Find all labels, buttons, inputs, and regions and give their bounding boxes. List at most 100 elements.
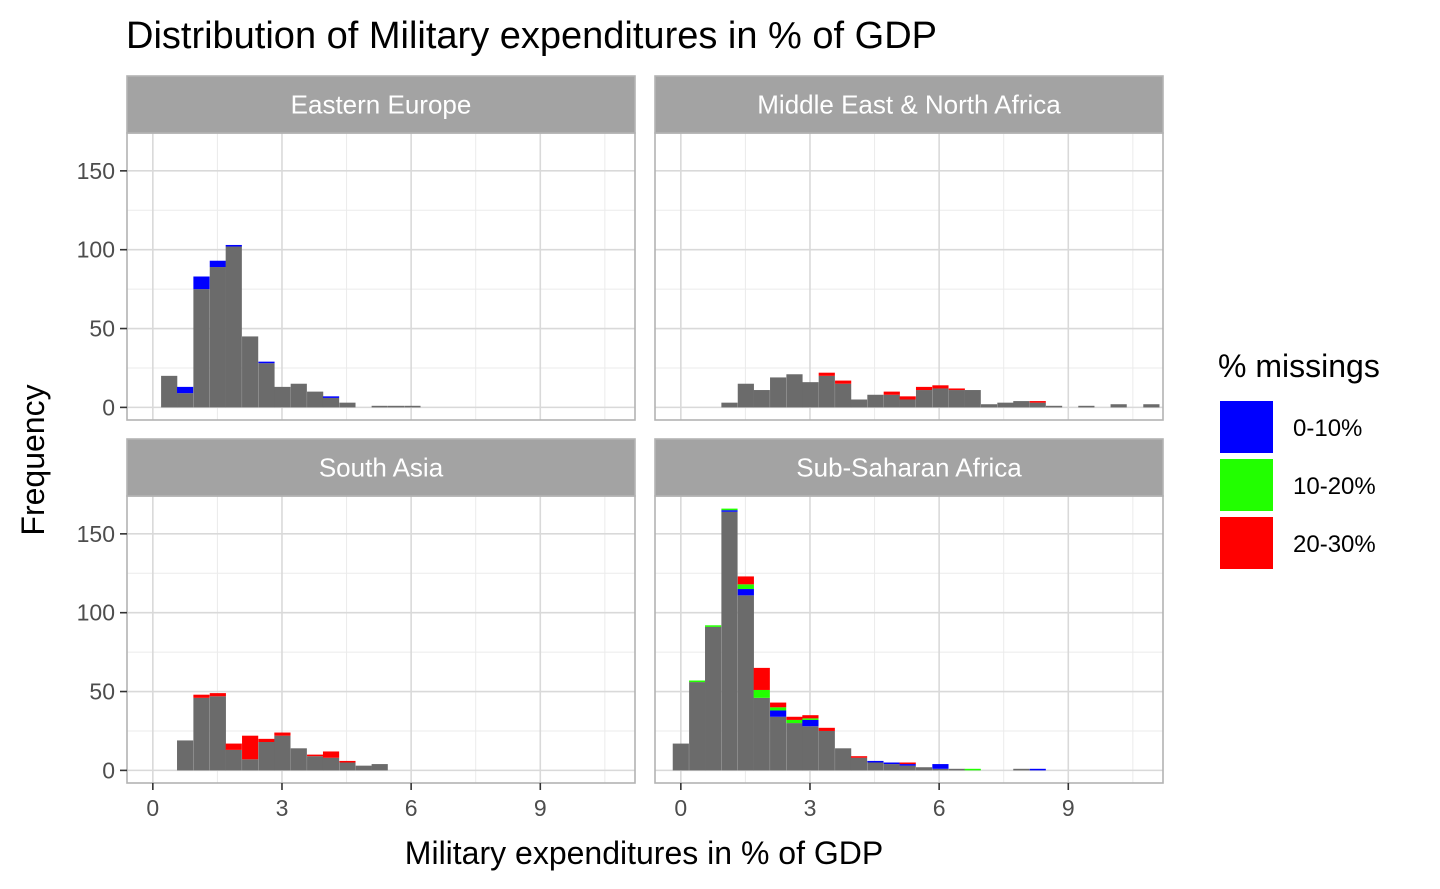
bar-segment-base (274, 386, 291, 408)
bar-segment-20-30 (753, 667, 770, 690)
bar-segment-0-10 (322, 396, 340, 398)
y-tick-label: 0 (102, 757, 115, 783)
bar-segment-20-30 (932, 385, 949, 389)
bar-segment-base (404, 405, 421, 408)
x-tick-label: 9 (1062, 795, 1075, 821)
bar-segment-0-10 (225, 244, 242, 247)
bar-segment-base (1078, 405, 1095, 408)
bar-segment-base (867, 762, 884, 771)
bar-segment-20-30 (242, 735, 259, 760)
bar-segment-10-20 (786, 719, 803, 724)
bar-segment-20-30 (307, 754, 324, 757)
bar-segment-base (786, 723, 803, 771)
bar-segment-base (835, 383, 852, 408)
bar-segment-20-30 (1029, 401, 1046, 403)
bar-segment-base (322, 397, 340, 408)
bar-segment-base (850, 399, 868, 408)
bar-segment-0-10 (867, 760, 884, 763)
panel-background (655, 133, 1163, 420)
bar-segment-base (225, 246, 242, 408)
bar-segment-0-10 (209, 260, 226, 268)
bar-segment-base (899, 399, 916, 408)
x-tick-label: 3 (804, 795, 817, 821)
bar-segment-base (339, 762, 356, 771)
legend: % missings 0-10% 10-20% 20-30% (1218, 348, 1380, 570)
bar-segment-base (818, 730, 835, 771)
bar-segment-20-30 (786, 716, 803, 720)
bar-segment-20-30 (835, 380, 852, 384)
panel-sub-saharan-africa: Sub-Saharan Africa 0 3 6 9 (654, 438, 1164, 821)
bar-segment-20-30 (339, 760, 356, 763)
bar-segment-base (242, 336, 259, 408)
x-axis-title: Military expenditures in % of GDP (405, 835, 883, 871)
facet-strip-label: Middle East & North Africa (757, 90, 1061, 120)
bar-segment-20-30 (209, 693, 226, 697)
y-tick-label: 150 (77, 521, 115, 547)
bar-segment-base (1045, 405, 1063, 408)
bar-segment-0-10 (721, 510, 738, 512)
facet-panels: Eastern Europe 0 50 100 150 Middle East & Nor… (77, 75, 1164, 821)
x-tick-label: 6 (933, 795, 946, 821)
bar-segment-base (850, 757, 868, 771)
bar-segment-base (770, 716, 787, 771)
bar-segment-0-10 (932, 764, 949, 769)
bar-segment-base (818, 375, 835, 408)
bar-segment-base (209, 267, 226, 408)
bar-segment-10-20 (721, 508, 738, 511)
bar-segment-20-30 (193, 694, 210, 698)
bar-segment-base (307, 756, 324, 771)
bar-segment-base (721, 402, 738, 408)
bar-segment-base (322, 757, 340, 771)
bar-segment-0-10 (883, 762, 900, 765)
y-tick-label: 50 (89, 679, 115, 705)
bar-segment-base (225, 749, 242, 771)
bar-segment-20-30 (802, 715, 819, 719)
x-tick-label: 0 (674, 795, 687, 821)
bar-segment-base (899, 765, 916, 771)
bar-segment-base (371, 764, 388, 771)
bar-segment-base (964, 390, 981, 408)
bar-segment-20-30 (899, 396, 916, 400)
bar-segment-base (770, 377, 787, 408)
legend-swatch-10-20 (1220, 459, 1273, 511)
legend-swatch-0-10 (1220, 401, 1273, 453)
bar-segment-base (883, 764, 900, 771)
bar-segment-base (997, 402, 1014, 408)
bar-segment-base (835, 748, 852, 771)
bar-segment-0-10 (177, 386, 194, 394)
bar-segment-base (274, 735, 291, 771)
bar-segment-base (802, 382, 819, 408)
bar-segment-10-20 (689, 680, 706, 683)
facet-strip (654, 75, 1164, 134)
facet-strip (126, 75, 636, 134)
bar-segment-base (193, 289, 210, 408)
bar-segment-10-20 (737, 584, 754, 590)
bar-segment-base (932, 388, 949, 408)
facet-strip (654, 438, 1164, 497)
bar-segment-0-10 (193, 276, 210, 290)
facet-strip-label: South Asia (319, 453, 444, 483)
bar-segment-base (177, 740, 194, 771)
bar-segment-base (290, 748, 307, 771)
bar-segment-0-10 (258, 361, 275, 364)
bar-segment-base (258, 363, 275, 408)
bar-segment-20-30 (322, 751, 340, 758)
bar-segment-20-30 (818, 372, 835, 376)
bar-segment-0-10 (899, 764, 916, 766)
x-tick-label: 9 (534, 795, 547, 821)
bar-segment-10-20 (964, 768, 981, 771)
legend-label-20-30: 20-30% (1293, 531, 1376, 558)
bar-segment-10-20 (802, 718, 819, 720)
bar-segment-base (1110, 404, 1127, 408)
bar-segment-base (867, 394, 884, 408)
bar-segment-base (689, 682, 706, 771)
bar-segment-20-30 (915, 386, 933, 391)
x-tick-label: 3 (276, 795, 289, 821)
bar-segment-base (753, 390, 770, 408)
bar-segment-base (802, 726, 819, 771)
bar-segment-base (672, 743, 689, 771)
bar-segment-base (721, 511, 738, 771)
bar-segment-base (242, 759, 259, 771)
bar-segment-base (258, 742, 275, 771)
